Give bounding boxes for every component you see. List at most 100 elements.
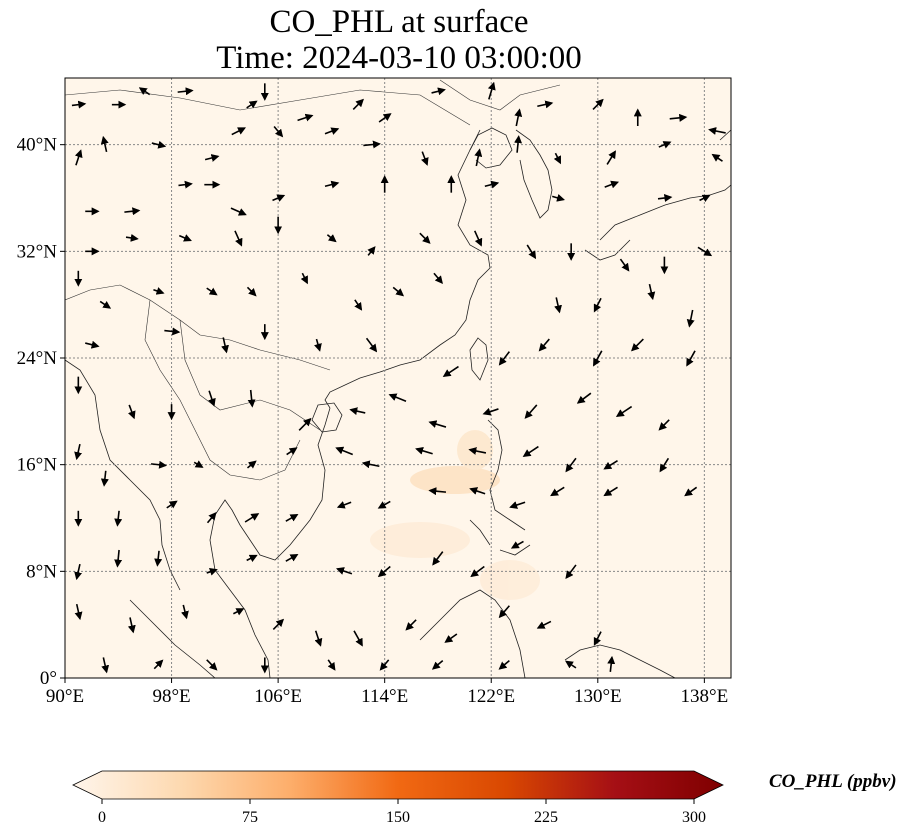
wind-arrow <box>431 87 446 96</box>
lon-tick-label: 90°E <box>46 686 84 707</box>
wind-arrow <box>603 459 618 470</box>
indochina-coast <box>209 407 331 678</box>
wind-arrow <box>193 460 204 468</box>
wind-arrow <box>285 514 299 522</box>
wind-arrow <box>85 340 100 349</box>
wind-arrow <box>154 550 163 567</box>
wind-arrow <box>473 230 483 247</box>
wind-arrow <box>71 100 87 109</box>
wind-arrow <box>554 297 562 314</box>
wind-arrow <box>377 500 391 509</box>
japan-coast <box>584 129 731 261</box>
lon-tick-label: 114°E <box>361 686 408 707</box>
wind-arrow <box>128 404 136 420</box>
wind-arrow <box>415 446 433 455</box>
wind-arrow <box>432 551 444 566</box>
wind-arrow <box>593 631 602 646</box>
wind-arrow <box>166 500 178 509</box>
colorbar-tick-label: 225 <box>534 809 558 826</box>
new-guinea-coast <box>564 644 676 678</box>
wind-arrow <box>526 244 537 260</box>
colorbar-label: CO_PHL (ppbv) <box>769 771 897 792</box>
wind-arrow <box>206 659 218 671</box>
wind-arrow <box>231 127 246 136</box>
myanmar-coast <box>65 359 181 591</box>
colorbar-tick-label: 300 <box>682 809 706 826</box>
wind-arrow <box>522 445 539 458</box>
wind-arrow <box>442 365 459 378</box>
wind-arrow <box>388 393 407 402</box>
plot-title: CO_PHL at surface Time: 2024-03-10 03:00… <box>0 4 798 76</box>
wind-arrow <box>125 233 139 242</box>
wind-arrow <box>699 194 711 203</box>
wind-arrow <box>367 246 376 256</box>
wind-arrow <box>230 207 247 216</box>
wind-arrow <box>363 140 381 149</box>
wind-arrow <box>300 272 308 285</box>
wind-arrow <box>669 113 688 122</box>
wind-arrow <box>498 605 510 619</box>
wind-arrow <box>484 180 500 189</box>
lon-tick-label: 130°E <box>574 686 622 707</box>
wind-arrow <box>206 287 218 296</box>
wind-arrow <box>377 565 391 578</box>
map-frame <box>64 77 732 679</box>
map-axes: 90°E 98°E 106°E 114°E 122°E 130°E 138°E 0° 8°N 1… <box>17 77 732 707</box>
wind-arrow <box>150 460 168 469</box>
wind-arrow <box>286 447 298 456</box>
wind-arrow <box>324 127 340 135</box>
wind-arrow <box>272 618 285 631</box>
wind-arrow <box>603 486 618 497</box>
wind-arrow <box>151 140 167 149</box>
wind-arrow <box>74 443 83 461</box>
gridlines <box>65 78 731 678</box>
wind-arrow <box>615 405 633 418</box>
wind-arrow <box>379 659 390 671</box>
lon-tick-label: 122°E <box>467 686 515 707</box>
wind-arrow <box>392 286 405 297</box>
wind-arrow <box>658 419 670 431</box>
wind-arrow <box>153 287 165 295</box>
china-coastline <box>324 129 491 409</box>
wind-arrow <box>326 234 337 243</box>
wind-arrow <box>684 486 698 497</box>
wind-arrow <box>428 487 447 496</box>
wind-arrow <box>552 193 565 202</box>
wind-arrow <box>565 660 577 669</box>
wind-arrow <box>469 487 486 495</box>
wind-arrow <box>509 501 526 509</box>
wind-arrow <box>686 350 696 367</box>
wind-arrow <box>433 272 443 285</box>
wind-arrow <box>153 659 164 670</box>
wind-arrow <box>514 108 523 127</box>
wind-arrow <box>246 100 258 109</box>
lat-tick-label: 0° <box>40 668 57 689</box>
wind-arrow <box>327 659 336 671</box>
wind-arrow <box>659 457 670 473</box>
wind-arrow <box>285 554 299 562</box>
wind-arrow <box>114 549 123 568</box>
wind-arrow <box>538 338 550 352</box>
colorbar-tick-label: 150 <box>386 809 410 826</box>
wind-arrow <box>74 149 83 166</box>
hainan-coast <box>311 402 343 433</box>
wind-arrow <box>428 420 447 428</box>
lon-tick-label: 98°E <box>152 686 190 707</box>
wind-arrow <box>74 603 83 621</box>
wind-arrow <box>487 81 496 100</box>
wind-arrow <box>354 299 363 311</box>
sumatra-coast <box>129 599 216 678</box>
wind-arrow <box>335 446 354 456</box>
title-line-2: Time: 2024-03-10 03:00:00 <box>216 40 582 76</box>
wind-arrow <box>100 470 109 487</box>
wind-arrow <box>208 390 216 407</box>
lat-tick-label: 40°N <box>17 135 58 156</box>
lon-tick-label: 106°E <box>254 686 302 707</box>
wind-arrow <box>606 150 616 165</box>
luzon-coast <box>469 419 531 556</box>
wind-arrow <box>631 338 644 352</box>
wind-arrow <box>514 135 523 153</box>
wind-arrow <box>647 283 656 301</box>
lat-tick-label: 24°N <box>17 348 58 369</box>
